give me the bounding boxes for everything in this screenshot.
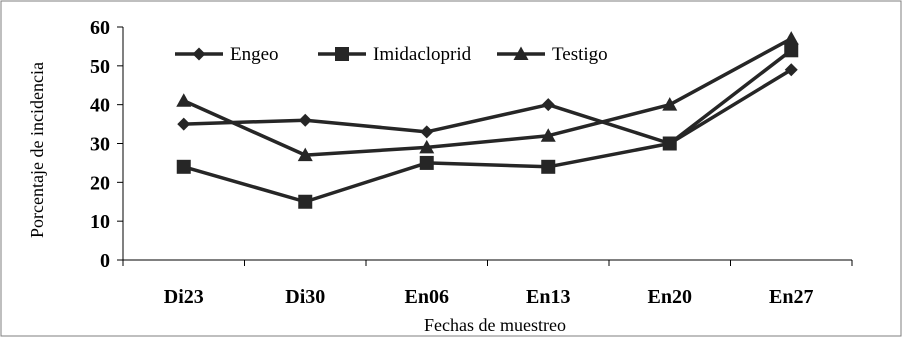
data-point <box>541 159 556 174</box>
data-point <box>662 97 678 111</box>
data-point <box>298 113 312 127</box>
series-testigo <box>176 31 799 162</box>
y-tick-label: 0 <box>100 250 110 272</box>
legend: Engeo Imidacloprid Testigo <box>175 44 608 65</box>
data-point <box>176 93 192 107</box>
data-point <box>176 159 191 174</box>
data-point <box>784 43 799 58</box>
legend-label: Testigo <box>552 44 608 65</box>
legend-entry-engeo: Engeo <box>175 44 279 65</box>
x-tick-label: Di30 <box>285 286 325 308</box>
y-tick-label: 20 <box>90 172 110 194</box>
legend-label: Engeo <box>230 44 279 65</box>
y-axis-label: Porcentaje de incidencia <box>27 62 47 238</box>
data-point <box>298 194 313 209</box>
y-tick-label: 10 <box>90 211 110 233</box>
data-point <box>540 128 556 142</box>
data-point <box>783 31 799 45</box>
x-tick-label: En27 <box>769 286 813 308</box>
legend-marker <box>513 46 529 60</box>
y-tick-label: 50 <box>90 56 110 78</box>
series-line <box>183 48 793 204</box>
x-tick-label: Di23 <box>164 286 204 308</box>
data-point <box>784 63 798 77</box>
legend-entry-imidacloprid: Imidacloprid <box>318 44 472 65</box>
series-line <box>183 68 793 146</box>
y-tick-label: 30 <box>90 134 110 156</box>
data-point <box>419 139 435 154</box>
series-imidacloprid <box>176 43 799 209</box>
series-line <box>183 37 793 157</box>
y-tick-label: 40 <box>90 95 110 117</box>
x-tick-label: En13 <box>526 286 570 308</box>
data-point <box>297 147 313 162</box>
y-axis <box>117 26 124 261</box>
x-tick-label: En20 <box>648 286 692 308</box>
data-point <box>177 117 191 131</box>
data-point <box>419 155 434 170</box>
data-point <box>420 125 434 139</box>
legend-marker <box>192 47 206 61</box>
data-point <box>662 136 677 151</box>
legend-label: Imidacloprid <box>373 44 472 65</box>
y-tick-label: 60 <box>90 17 110 39</box>
x-tick-label: En06 <box>405 286 449 308</box>
legend-entry-testigo: Testigo <box>497 44 608 65</box>
y-tick-labels: 0 10 20 30 40 50 60 <box>90 17 110 272</box>
series-layer <box>176 31 799 209</box>
x-tick-labels: Di23 Di30 En06 En13 En20 En27 <box>164 286 814 308</box>
x-axis-label: Fechas de muestreo <box>424 315 566 335</box>
data-point <box>541 98 555 112</box>
legend-marker <box>335 47 349 61</box>
x-axis <box>122 259 853 266</box>
